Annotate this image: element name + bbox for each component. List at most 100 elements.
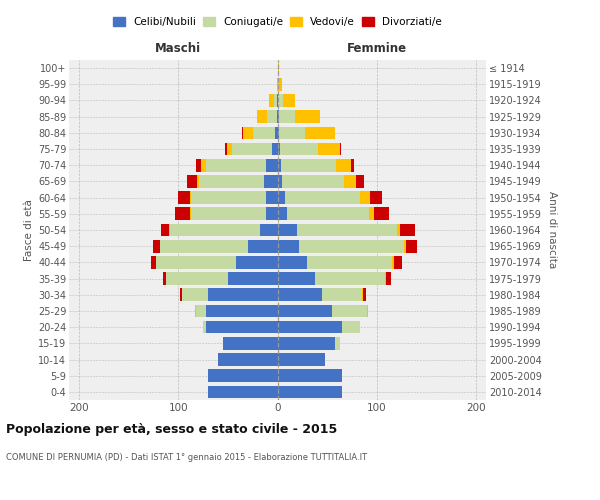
Bar xyxy=(369,208,374,220)
Bar xyxy=(394,256,401,268)
Bar xyxy=(277,337,335,349)
Bar xyxy=(157,256,236,268)
Bar xyxy=(307,256,392,268)
Bar xyxy=(266,159,277,172)
Bar xyxy=(277,321,342,334)
Bar xyxy=(228,272,277,285)
Bar xyxy=(206,159,266,172)
Bar xyxy=(260,224,277,236)
Bar xyxy=(277,142,280,156)
Bar xyxy=(281,159,336,172)
Bar xyxy=(340,142,341,156)
Y-axis label: Anni di nascita: Anni di nascita xyxy=(547,192,557,268)
Bar xyxy=(266,192,277,204)
Bar xyxy=(280,110,295,123)
Text: Maschi: Maschi xyxy=(155,42,201,55)
Bar xyxy=(400,224,415,236)
Bar xyxy=(190,192,191,204)
Bar xyxy=(208,370,277,382)
Bar xyxy=(227,142,232,156)
Bar xyxy=(225,142,227,156)
Bar xyxy=(199,175,263,188)
Bar xyxy=(397,224,400,236)
Bar xyxy=(160,240,248,252)
Bar xyxy=(283,175,344,188)
Bar xyxy=(277,353,325,366)
Bar xyxy=(180,288,182,301)
Bar xyxy=(277,159,281,172)
Legend: Celibi/Nubili, Coniugati/e, Vedovi/e, Divorziati/e: Celibi/Nubili, Coniugati/e, Vedovi/e, Di… xyxy=(109,12,446,31)
Bar xyxy=(223,337,277,349)
Bar xyxy=(392,256,394,268)
Bar xyxy=(182,288,208,301)
Bar xyxy=(170,224,260,236)
Bar xyxy=(191,192,266,204)
Bar xyxy=(208,288,277,301)
Bar xyxy=(243,126,253,139)
Bar xyxy=(351,159,354,172)
Bar xyxy=(315,272,385,285)
Bar xyxy=(197,175,199,188)
Bar xyxy=(277,192,286,204)
Bar xyxy=(266,110,277,123)
Bar xyxy=(166,272,228,285)
Bar xyxy=(322,288,362,301)
Bar xyxy=(277,288,322,301)
Bar xyxy=(277,126,280,139)
Bar xyxy=(283,94,295,107)
Bar xyxy=(269,94,274,107)
Bar xyxy=(277,240,299,252)
Bar xyxy=(161,224,169,236)
Bar xyxy=(187,175,197,188)
Bar xyxy=(299,240,404,252)
Bar xyxy=(287,208,369,220)
Bar xyxy=(151,256,157,268)
Bar xyxy=(253,126,275,139)
Bar xyxy=(206,304,277,318)
Bar xyxy=(277,370,342,382)
Bar xyxy=(203,321,206,334)
Text: Femmine: Femmine xyxy=(347,42,407,55)
Bar xyxy=(404,240,406,252)
Bar xyxy=(363,288,366,301)
Bar xyxy=(370,192,382,204)
Bar xyxy=(385,272,386,285)
Bar xyxy=(277,78,278,90)
Bar xyxy=(154,240,160,252)
Bar xyxy=(360,192,370,204)
Bar xyxy=(277,62,280,74)
Bar xyxy=(277,386,342,398)
Bar xyxy=(362,288,363,301)
Bar xyxy=(196,304,206,318)
Bar xyxy=(248,240,277,252)
Bar xyxy=(406,240,418,252)
Bar xyxy=(274,94,277,107)
Bar xyxy=(201,159,206,172)
Bar xyxy=(280,142,318,156)
Bar xyxy=(218,353,277,366)
Bar xyxy=(336,159,351,172)
Bar xyxy=(272,142,277,156)
Bar xyxy=(208,386,277,398)
Bar xyxy=(232,142,272,156)
Bar xyxy=(374,208,389,220)
Bar xyxy=(236,256,277,268)
Bar xyxy=(206,321,277,334)
Bar xyxy=(295,110,320,123)
Bar xyxy=(190,208,191,220)
Bar xyxy=(335,337,340,349)
Bar xyxy=(277,256,307,268)
Bar xyxy=(278,94,283,107)
Text: Popolazione per età, sesso e stato civile - 2015: Popolazione per età, sesso e stato civil… xyxy=(6,422,337,436)
Bar xyxy=(275,126,277,139)
Bar xyxy=(286,192,360,204)
Bar xyxy=(169,224,170,236)
Bar xyxy=(257,110,266,123)
Bar xyxy=(163,272,166,285)
Bar xyxy=(280,126,305,139)
Bar xyxy=(318,142,340,156)
Y-axis label: Fasce di età: Fasce di età xyxy=(23,199,34,261)
Bar xyxy=(305,126,335,139)
Bar xyxy=(277,175,283,188)
Text: COMUNE DI PERNUMIA (PD) - Dati ISTAT 1° gennaio 2015 - Elaborazione TUTTITALIA.I: COMUNE DI PERNUMIA (PD) - Dati ISTAT 1° … xyxy=(6,452,367,462)
